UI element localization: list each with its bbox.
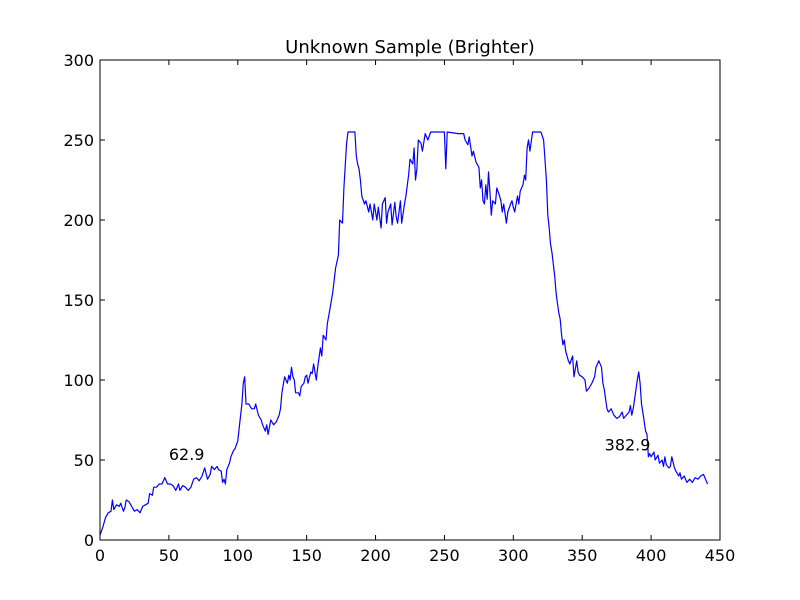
y-tick-label: 250: [63, 131, 94, 150]
x-tick-label: 100: [223, 546, 254, 565]
y-tick-label: 300: [63, 51, 94, 70]
annotations: 62.9 382.9: [169, 435, 651, 464]
x-tick-label: 200: [360, 546, 391, 565]
series-line: [99, 131, 709, 536]
x-tick-label: 0: [95, 546, 105, 565]
annotation-label: 382.9: [605, 435, 651, 454]
x-tick-label: 300: [498, 546, 529, 565]
y-tick-label: 100: [63, 371, 94, 390]
y-tick-label: 200: [63, 211, 94, 230]
x-tick-label: 150: [291, 546, 322, 565]
x-tick-label: 450: [705, 546, 736, 565]
x-tick-label: 400: [636, 546, 667, 565]
annotation-label: 62.9: [169, 445, 205, 464]
axes-frame: [99, 59, 721, 541]
y-tick-label: 0: [84, 531, 94, 550]
x-tick-label: 50: [159, 546, 179, 565]
x-tick-label: 250: [429, 546, 460, 565]
y-tick-label: 150: [63, 291, 94, 310]
plot-area: [99, 131, 709, 536]
axis-ticks: 0 50 100 150 200 250 300 350 400 450 0 50 100 150 200 2…: [63, 51, 735, 565]
chart-title: Unknown Sample (Brighter): [285, 37, 535, 58]
y-tick-label: 50: [74, 451, 94, 470]
x-tick-label: 350: [567, 546, 598, 565]
